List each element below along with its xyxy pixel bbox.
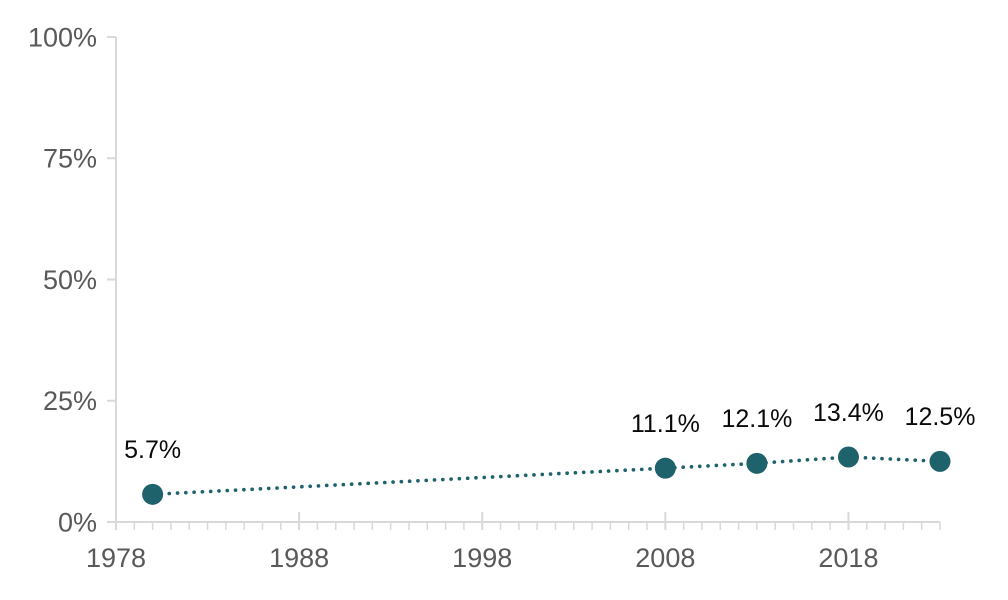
data-point-label: 11.1% <box>631 410 700 438</box>
x-axis-tick-label: 2018 <box>818 543 878 573</box>
y-axis-tick-label: 0% <box>58 507 97 537</box>
y-axis-tick-label: 25% <box>43 386 97 416</box>
data-point <box>746 452 768 474</box>
data-point <box>929 450 951 472</box>
y-axis-tick-label: 100% <box>28 22 97 52</box>
data-point <box>837 446 859 468</box>
data-point-label: 12.1% <box>721 405 792 433</box>
trend-dotted-line <box>150 455 942 497</box>
x-axis-tick-label: 1988 <box>269 543 329 573</box>
data-point-label: 12.5% <box>905 403 976 431</box>
y-axis-tick-label: 50% <box>43 265 97 295</box>
data-point <box>654 457 676 479</box>
data-point <box>142 483 164 505</box>
data-point-label: 13.4% <box>813 399 884 427</box>
x-axis-tick-label: 1998 <box>452 543 512 573</box>
x-axis-tick-label: 1978 <box>86 543 146 573</box>
x-axis-tick-label: 2008 <box>635 543 695 573</box>
y-axis-tick-label: 75% <box>43 144 97 174</box>
data-point-label: 5.7% <box>124 436 181 464</box>
